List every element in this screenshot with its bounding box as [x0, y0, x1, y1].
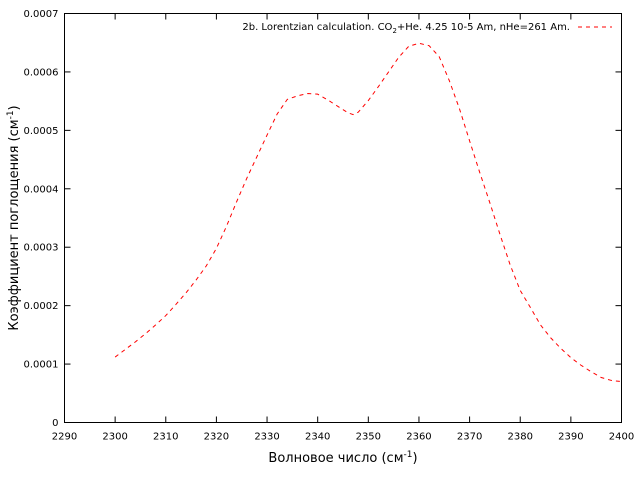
series-layer [114, 42, 622, 383]
y-tick-label: 0.0001 [24, 360, 59, 371]
x-tick-label: 2370 [457, 432, 482, 443]
x-axis-label-close: ) [412, 451, 417, 466]
legend-label: 2b. Lorentzian calculation. CO2+He. 4.25… [242, 22, 570, 35]
x-tick-label: 2390 [558, 432, 583, 443]
y-tick-label: 0 [52, 418, 58, 429]
x-tick-label: 2310 [153, 432, 178, 443]
x-tick-label: 2290 [52, 432, 77, 443]
legend-label-part-b: +He. 4.25 10-5 Am, nHe=261 Am. [397, 22, 570, 33]
x-tick-label: 2300 [102, 432, 127, 443]
y-axis-label-close: ) [7, 105, 22, 110]
x-tick-label: 2360 [406, 432, 431, 443]
x-tick-label: 2400 [609, 432, 634, 443]
y-tick-label: 0.0005 [24, 126, 59, 137]
y-axis-label: Коэффициент поглощения (см-1) [6, 105, 22, 330]
legend-label-part-a: 2b. Lorentzian calculation. CO [242, 22, 392, 33]
x-tick-label: 2330 [254, 432, 279, 443]
y-tick-label: 0.0002 [24, 301, 59, 312]
legend-label-subscript: 2 [392, 27, 396, 35]
y-tick-label: 0.0003 [24, 243, 59, 254]
series-line-0 [114, 42, 622, 383]
x-axis-label-base: Волновое число (см [268, 451, 403, 466]
x-tick-label: 2340 [305, 432, 330, 443]
y-axis-label-sup: -1 [6, 110, 16, 119]
x-tick-label: 2350 [356, 432, 381, 443]
ticks-layer: 2290 2300 2310 2320 2330 2340 2350 2360 2370 2380… [24, 9, 635, 443]
x-axis-label-sup: -1 [404, 450, 413, 460]
x-axis-label: Волновое число (см-1) [268, 450, 417, 466]
plot-frame [64, 13, 622, 423]
y-axis-label-group: Коэффициент поглощения (см-1) [6, 105, 22, 330]
y-tick-label: 0.0004 [24, 184, 59, 195]
x-tick-label: 2320 [204, 432, 229, 443]
y-tick-label: 0.0006 [24, 67, 59, 78]
y-axis-label-base: Коэффициент поглощения (см [7, 119, 22, 330]
legend: 2b. Lorentzian calculation. CO2+He. 4.25… [242, 22, 612, 35]
x-tick-label: 2380 [508, 432, 533, 443]
y-tick-label: 0.0007 [24, 9, 59, 20]
